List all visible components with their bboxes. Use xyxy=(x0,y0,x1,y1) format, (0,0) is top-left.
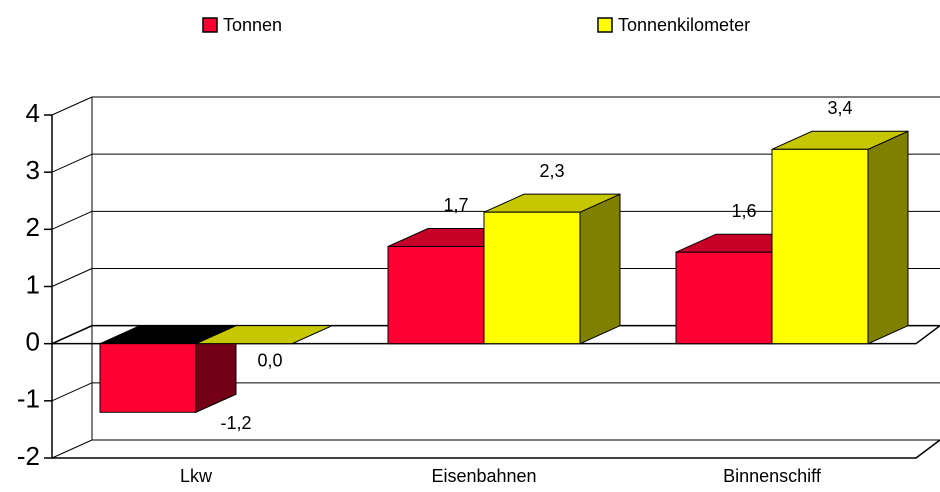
floor-edge xyxy=(52,439,940,459)
y-tick-label: -2 xyxy=(17,441,40,471)
x-tick-label: Lkw xyxy=(180,466,213,486)
y-tick-label: 4 xyxy=(26,98,40,128)
value-label: 1,7 xyxy=(443,195,468,215)
value-label: 1,6 xyxy=(731,201,756,221)
bar-front xyxy=(387,245,485,345)
grid-side xyxy=(51,153,93,173)
value-label: -1,2 xyxy=(220,413,251,433)
bar-front xyxy=(771,148,869,345)
bar-top xyxy=(195,325,333,345)
legend-label: Tonnenkilometer xyxy=(618,15,750,35)
bar-front xyxy=(675,251,773,345)
grid-side xyxy=(51,210,93,230)
legend-swatch xyxy=(202,17,218,33)
grid-side xyxy=(51,96,93,116)
bar-front xyxy=(483,211,581,345)
zero-plane xyxy=(51,324,940,345)
value-label: 2,3 xyxy=(539,161,564,181)
x-tick-label: Eisenbahnen xyxy=(431,466,536,486)
bar xyxy=(99,324,237,414)
legend-label: Tonnen xyxy=(223,15,282,35)
y-tick-label: 3 xyxy=(26,155,40,185)
value-label: 0,0 xyxy=(257,350,282,370)
bar xyxy=(483,193,621,345)
x-tick-label: Binnenschiff xyxy=(723,466,822,486)
y-tick-label: 2 xyxy=(26,212,40,242)
bar xyxy=(195,325,333,345)
grid-side xyxy=(51,439,93,459)
y-tick-label: 0 xyxy=(26,327,40,357)
y-tick-label: -1 xyxy=(17,384,40,414)
value-label: 3,4 xyxy=(827,98,852,118)
grid-side xyxy=(51,268,93,287)
bar xyxy=(771,130,909,345)
bar-front xyxy=(99,343,197,413)
grid-side xyxy=(51,382,93,402)
bar-side xyxy=(579,193,621,345)
legend-swatch xyxy=(597,17,613,33)
bar-side xyxy=(867,130,909,345)
y-tick-label: 1 xyxy=(26,269,40,299)
